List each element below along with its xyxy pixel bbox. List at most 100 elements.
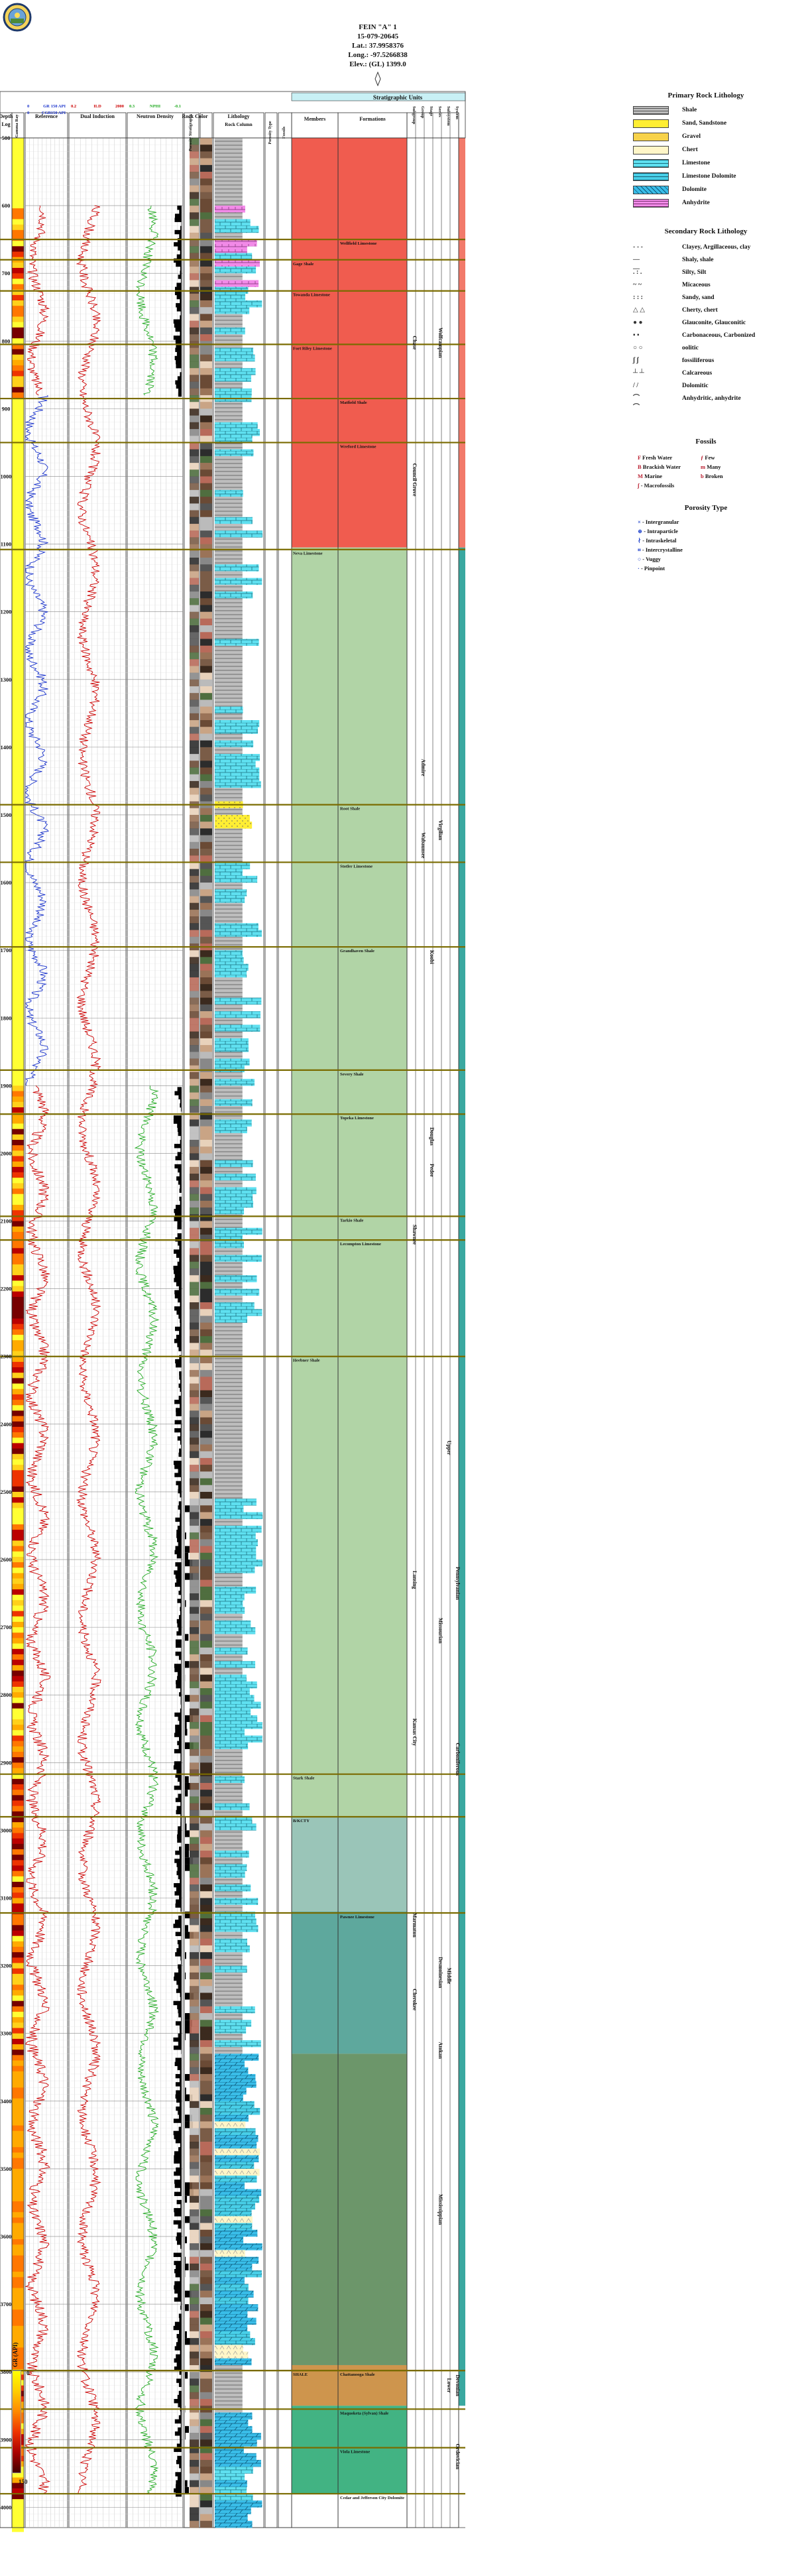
gamma-ray-cell: [12, 560, 24, 566]
lithology-cell: [215, 293, 246, 301]
density-fill: [179, 2464, 182, 2469]
rock-color-cell: [190, 1647, 199, 1655]
rock-color-cell: [200, 1282, 212, 1290]
gamma-ray-cell: [12, 863, 24, 870]
rock-color-cell: [190, 1194, 199, 1201]
rock-color-cell: [190, 1268, 199, 1276]
primary-legend-item: Sand, Sandstone: [633, 118, 802, 130]
gamma-ray-cell: [12, 939, 24, 946]
lithology-cell: [215, 1302, 255, 1310]
gamma-ray-cell: [12, 1264, 24, 1270]
density-fill: [178, 1469, 182, 1473]
density-fill: [174, 1209, 182, 1213]
rock-color-cell: [200, 1438, 212, 1445]
gamma-ray-cell: [12, 349, 24, 355]
density-fill: [179, 1245, 182, 1250]
gamma-ray-cell: [12, 1188, 24, 1195]
density-fill: [180, 250, 182, 255]
lithology-cell: [215, 2256, 259, 2264]
rock-color-cell: [200, 1993, 212, 2000]
rock-color-cell: [190, 1451, 199, 1459]
porosity-icon: ⊕: [638, 528, 644, 534]
lithology-cell: [215, 300, 262, 308]
density-fill: [179, 2370, 182, 2375]
secondary-lithology-icon: ʃ ʃ: [633, 357, 639, 364]
rock-color-cell: [200, 2425, 212, 2433]
lithology-cell: [215, 368, 256, 375]
rock-color-cell: [200, 517, 212, 524]
lithology-cell: [215, 2467, 253, 2474]
depth-tick-label: 3500: [1, 2166, 12, 2172]
cgr-scale-name: CGR: [42, 111, 52, 115]
gamma-ray-cell: [12, 1530, 24, 1536]
lithology-cell: [215, 239, 257, 247]
density-fill: [174, 1859, 182, 1863]
rock-color-cell: [200, 720, 212, 727]
rock-color-cell: [200, 1661, 212, 1668]
rock-color-cell: [200, 1647, 212, 1655]
rock-color-cell: [190, 571, 199, 579]
rock-color-cell: [200, 1478, 212, 1486]
lithology-cell: [215, 151, 243, 158]
lithology-cell: [215, 1972, 243, 1980]
density-fill: [180, 2439, 182, 2444]
density-fill: [178, 1286, 182, 1290]
porosity-fill: [185, 2094, 193, 2101]
secondary-lithology-icon: : : :: [633, 294, 643, 301]
gamma-ray-cell: [12, 2353, 24, 2359]
rock-color-cell: [190, 2467, 199, 2474]
gamma-ray-cell: [12, 2309, 24, 2315]
density-fill: [181, 1558, 182, 1563]
rock-color-cell: [190, 1113, 199, 1120]
depth-tick-label: 600: [2, 202, 11, 209]
depth-tick-label: 3900: [1, 2436, 12, 2443]
lithology-cell: [215, 1735, 262, 1743]
gamma-ray-cell: [12, 501, 24, 507]
lithology-cell: [215, 2331, 251, 2339]
lithology-cell: [215, 463, 243, 470]
rock-color-cell: [200, 1952, 212, 1959]
density-fill: [174, 1786, 182, 1790]
depth-tick-label: 1700: [1, 947, 12, 953]
rock-color-cell: [200, 1363, 212, 1371]
density-fill: [176, 1408, 182, 1412]
gamma-ray-cell: [12, 2130, 24, 2137]
lithology-cell: [215, 1762, 243, 1770]
density-fill: [179, 1172, 182, 1177]
rock-color-cell: [200, 1925, 212, 1932]
well-header: FEIN "A" 1 15-079-20645 Lat.: 37.9958376…: [278, 23, 477, 69]
gamma-ray-cell: [12, 229, 24, 236]
rock-color-cell: [200, 2392, 212, 2400]
gamma-ray-cell: [12, 1286, 24, 1292]
porosity-fill: [185, 1546, 190, 1553]
density-fill: [179, 2102, 182, 2107]
rock-color-cell: [200, 1579, 212, 1587]
rock-color-cell: [190, 2473, 199, 2481]
rock-color-cell: [200, 1607, 212, 1615]
rock-color-cell: [190, 1288, 199, 1296]
primary-legend-label: Anhydrite: [682, 200, 710, 206]
rock-color-cell: [200, 2514, 212, 2522]
lithology-cell: [215, 206, 245, 213]
gamma-ray-cell: [12, 1172, 24, 1178]
gamma-ray-cell: [12, 1503, 24, 1508]
lithology-cell: [215, 1431, 243, 1438]
gamma-ray-cell: [12, 2185, 24, 2191]
gamma-ray-cell: [12, 749, 24, 756]
rock-color-cell: [190, 1092, 199, 1100]
rock-color-cell: [190, 2108, 199, 2115]
strat-col-header: Group: [420, 106, 425, 119]
gr-scale-min: 0: [27, 104, 29, 109]
gamma-ray-cell: [12, 755, 24, 761]
gamma-ray-cell: [12, 1703, 24, 1709]
gamma-ray-cell: [12, 739, 24, 745]
density-fill: [180, 2305, 182, 2310]
density-fill: [174, 2281, 182, 2286]
lithology-cell: [215, 950, 243, 957]
lithology-cell: [215, 2148, 260, 2156]
lithology-cell: [215, 936, 243, 944]
secondary-legend-label: Anhydritic, anhydrite: [682, 395, 741, 402]
lithology-cell: [215, 2115, 249, 2122]
porosity-fill: [185, 1851, 190, 1858]
lithology-cell: [215, 307, 250, 314]
